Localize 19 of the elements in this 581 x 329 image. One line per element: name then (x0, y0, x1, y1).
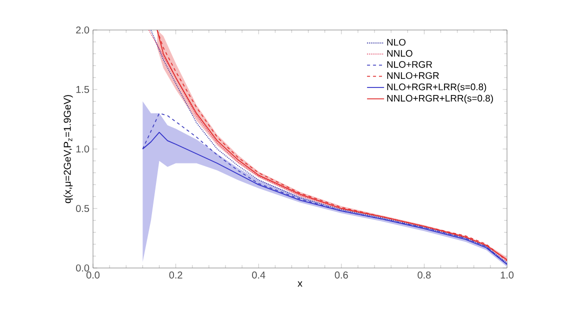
x-axis-title: x (298, 281, 302, 287)
x-tick-label: 0.6 (334, 272, 348, 279)
legend-label: NNLO+RGR+LRR(s=0.8) (387, 94, 493, 104)
x-tick-label: 0.8 (418, 272, 431, 279)
x-tick-label: 0.0 (86, 272, 100, 279)
y-tick-label: 1.0 (76, 145, 90, 153)
x-tick-label: 0.4 (252, 272, 266, 279)
y-tick-label: 0.0 (76, 264, 90, 272)
legend-label: NLO+RGR (387, 61, 432, 68)
y-tick-label: 1.5 (76, 86, 90, 93)
legend-label: NNLO (387, 50, 412, 57)
y-tick-label: 0.5 (76, 204, 90, 212)
x-tick-label: 1.0 (500, 272, 514, 279)
y-tick-label: 2.0 (76, 26, 90, 34)
x-tick-label: 0.2 (169, 272, 182, 279)
legend-label: NLO+RGR+LRR(s=0.8) (387, 83, 486, 92)
legend-label: NNLO+RGR (387, 72, 439, 79)
legend-label: NLO (387, 38, 406, 46)
y-axis-title: q(x,μ=2GeV,P$_{z}$=1.9GeV) (64, 95, 73, 204)
